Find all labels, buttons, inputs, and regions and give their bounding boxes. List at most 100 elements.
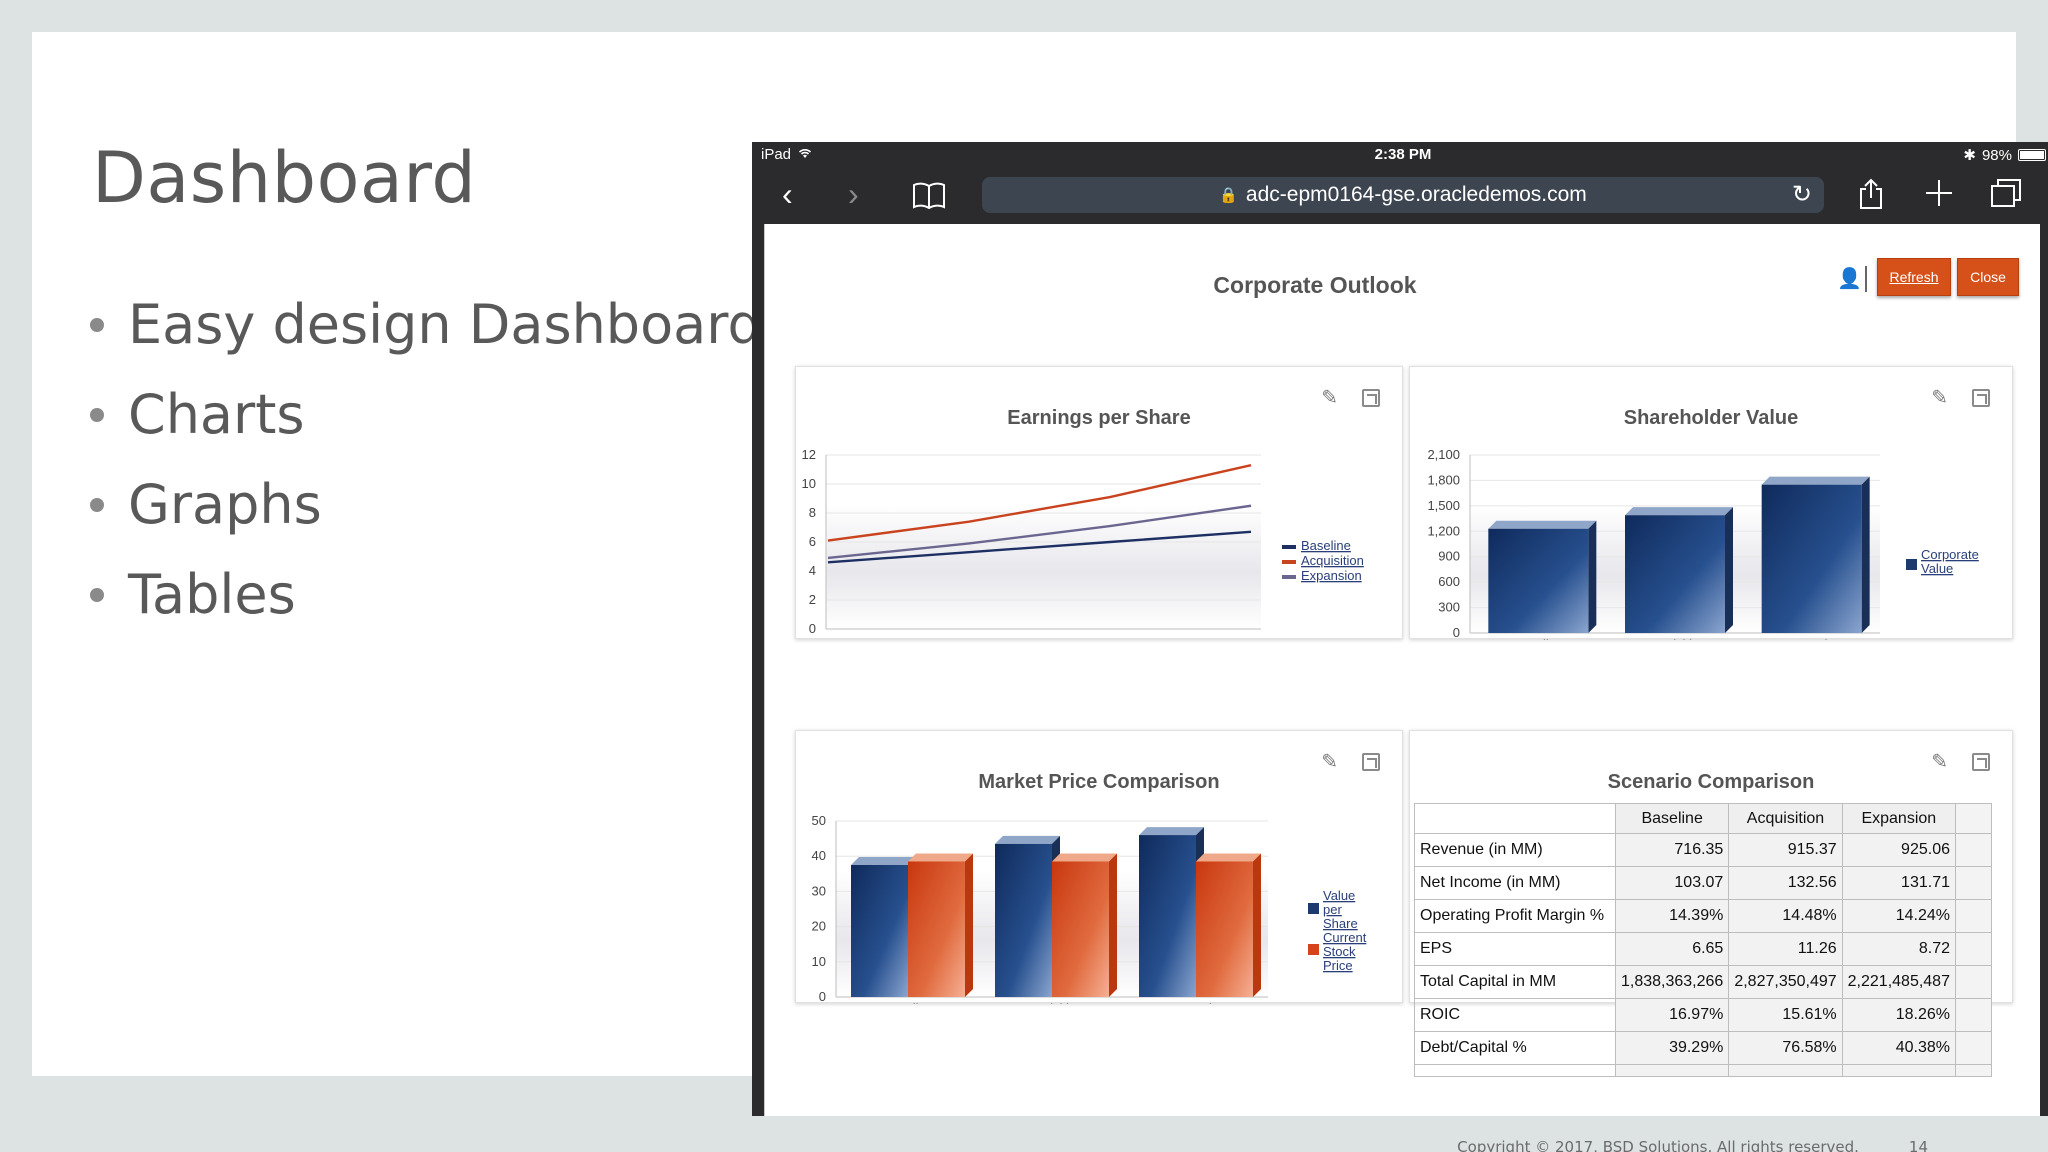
bluetooth-icon: ✱ (1963, 147, 1976, 164)
edit-icon[interactable]: ✎ (1931, 751, 1948, 773)
table-spacer (1954, 998, 1992, 1032)
expand-icon[interactable] (1362, 753, 1380, 771)
table-cell (1414, 1064, 1616, 1077)
table-cell (1841, 1064, 1956, 1077)
sv-chart: 0 300 600 900 1,200 1,500 1,800 2,100 Baseline Ac… (1427, 447, 1979, 640)
edit-icon[interactable]: ✎ (1321, 751, 1338, 773)
url-text: adc-epm0164-gse.oracledemos.com (1245, 183, 1587, 206)
legend-label: Current (1323, 930, 1367, 945)
y-tick-label: 40 (812, 848, 826, 863)
row-label: Net Income (in MM) (1414, 866, 1616, 900)
y-tick-label: 300 (1438, 600, 1460, 615)
bookmarks-icon[interactable] (912, 180, 946, 216)
series-line (827, 463, 1252, 542)
row-label: Total Capital in MM (1414, 965, 1616, 999)
table-cell: 14.39% (1614, 899, 1730, 933)
divider (1865, 266, 1867, 292)
expand-icon[interactable] (1972, 389, 1990, 407)
sv-panel: Shareholder Value ✎ 0 300 600 900 1,200 1,500… (1409, 366, 2013, 640)
bar-side (1253, 853, 1261, 997)
forward-icon[interactable]: › (848, 176, 859, 212)
edit-icon[interactable]: ✎ (1931, 387, 1948, 409)
slide-footer: Copyright © 2017, BSD Solutions. All rig… (1457, 1138, 1928, 1152)
table-cell: 925.06 (1841, 833, 1956, 867)
tabs-icon[interactable] (1990, 178, 2022, 215)
bullet-item: Easy design Dashboard (90, 280, 762, 370)
bullet-item: Tables (90, 550, 762, 640)
table-cell: 2,221,485,487 (1841, 965, 1956, 999)
bullet-list: Easy design Dashboard Charts Graphs Tabl… (90, 280, 762, 640)
legend-label: Acquisition (1301, 553, 1364, 568)
legend-swatch (1308, 944, 1319, 955)
bar (1761, 484, 1862, 633)
legend-swatch (1282, 575, 1296, 579)
scn-title: Scenario Comparison (1607, 771, 1815, 793)
slide: Dashboard Easy design Dashboard Charts G… (32, 32, 2048, 1152)
legend-swatch (1282, 545, 1296, 549)
user-settings-icon[interactable]: 👤 (1837, 268, 1862, 290)
mpc-chart: 0 10 20 30 40 50 Baseline Acquisition Expansion V… (812, 813, 1367, 1004)
url-bar[interactable]: 🔒 adc-epm0164-gse.oracledemos.com ↻ (982, 177, 1824, 213)
expand-icon[interactable] (1362, 389, 1380, 407)
series-line (827, 504, 1252, 560)
reload-icon[interactable]: ↻ (1791, 181, 1812, 208)
bar (1139, 835, 1196, 997)
bar-side (1861, 476, 1870, 633)
table-cell: 18.26% (1841, 998, 1956, 1032)
table-row (1414, 1064, 1992, 1077)
bullet-dot (90, 498, 104, 512)
expand-icon[interactable] (1972, 753, 1990, 771)
table-row: ROIC 16.97% 15.61% 18.26% (1414, 998, 1992, 1032)
legend-label: Corporate (1921, 547, 1979, 562)
legend-label: Expansion (1301, 568, 1362, 583)
bullet-dot (90, 318, 104, 332)
legend-swatch (1906, 559, 1917, 570)
y-tick-label: 1,500 (1427, 498, 1460, 513)
battery-label: 98% (1981, 146, 2012, 164)
y-tick-label: 10 (802, 476, 816, 491)
close-button[interactable]: Close (1957, 258, 2019, 296)
share-icon[interactable] (1858, 178, 1884, 217)
row-label: Debt/Capital % (1414, 1031, 1616, 1065)
table-cell: 16.97% (1614, 998, 1730, 1032)
legend-label: Baseline (1301, 538, 1351, 553)
table-spacer (1954, 833, 1992, 867)
y-tick-label: 2 (809, 592, 816, 607)
y-tick-label: 50 (812, 813, 826, 828)
edit-icon[interactable]: ✎ (1321, 387, 1338, 409)
eps-panel: Earnings per Share ✎ 0 2 4 6 8 10 12 FY15 FY16 FY… (795, 366, 1403, 640)
wifi-icon (797, 146, 813, 163)
row-label: EPS (1414, 932, 1616, 966)
table-cell: 76.58% (1728, 1031, 1843, 1065)
table-spacer (1954, 899, 1992, 933)
back-icon[interactable]: ‹ (782, 176, 793, 212)
y-tick-label: 1,200 (1427, 523, 1460, 538)
legend-label: Price (1323, 958, 1353, 973)
battery-icon (2018, 149, 2046, 161)
table-row: Net Income (in MM) 103.07 132.56 131.71 (1414, 866, 1992, 900)
legend-swatch (1308, 903, 1319, 914)
table-row: Total Capital in MM 1,838,363,266 2,827,35… (1414, 965, 1992, 999)
legend-label: Value (1323, 888, 1355, 903)
table-row: EPS 6.65 11.26 8.72 (1414, 932, 1992, 966)
mpc-title: Market Price Comparison (978, 771, 1220, 793)
refresh-button[interactable]: Refresh (1877, 258, 1951, 296)
table-row: Operating Profit Margin % 14.39% 14.48% 14.… (1414, 899, 1992, 933)
bar-top (1488, 520, 1597, 529)
x-tick-label: Expansion (1781, 637, 1842, 640)
table-cell: 2,827,350,497 (1728, 965, 1843, 999)
table-cell: 15.61% (1728, 998, 1843, 1032)
new-tab-icon[interactable] (1924, 178, 1954, 215)
y-tick-label: 20 (812, 919, 826, 934)
legend-label: Share (1323, 916, 1358, 931)
plot-background (826, 505, 1261, 629)
y-tick-label: 2,100 (1427, 447, 1460, 462)
y-tick-label: 600 (1438, 574, 1460, 589)
table-row: Debt/Capital % 39.29% 76.58% 40.38% (1414, 1031, 1992, 1065)
page-number: 14 (1908, 1138, 1928, 1152)
web-content: Corporate Outlook 👤 Refresh Close Earnin… (764, 224, 2040, 1116)
table-cell (1954, 1064, 1992, 1077)
y-tick-label: 30 (812, 883, 826, 898)
bar-top (908, 853, 973, 862)
x-tick-label: Baseline (883, 1001, 933, 1004)
